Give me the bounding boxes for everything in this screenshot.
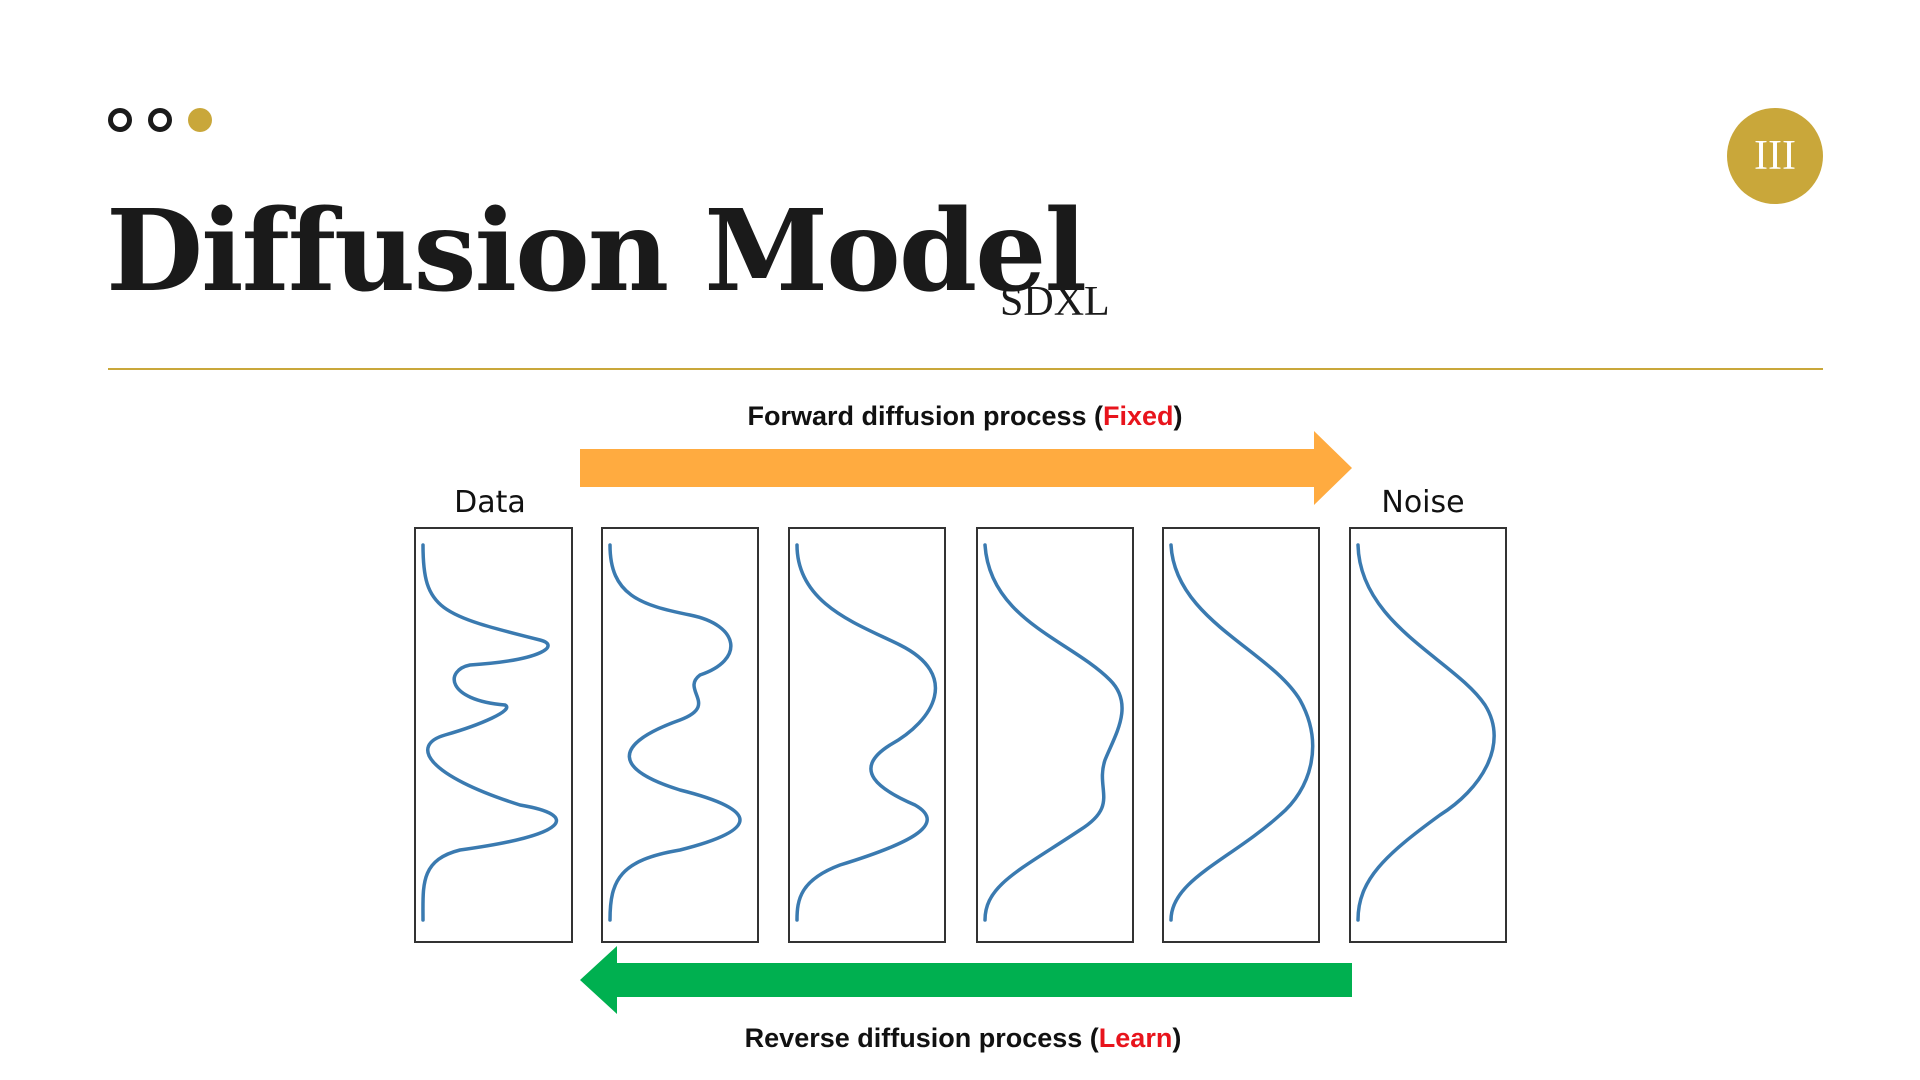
distribution-curve (421, 543, 558, 922)
reverse-process-label: Reverse diffusion process (Learn) (745, 1023, 1182, 1053)
panel-frame (414, 527, 573, 943)
step-2-panel (601, 527, 759, 943)
distribution-curve (795, 543, 938, 922)
data-label: Data (454, 485, 526, 520)
progress-dot-3-active (188, 108, 212, 132)
section-number-badge: III (1727, 108, 1823, 204)
noise-label: Noise (1381, 485, 1464, 520)
progress-dot-2 (148, 108, 172, 132)
panel-frame (1349, 527, 1507, 943)
slide-progress-dots (108, 108, 212, 132)
panel-frame (601, 527, 759, 943)
panel-frame (976, 527, 1134, 943)
distribution-curve (1356, 543, 1496, 922)
step-3-panel (788, 527, 946, 943)
step-4-panel (976, 527, 1134, 943)
distribution-curve (1169, 543, 1315, 922)
step-6-panel (1349, 527, 1507, 943)
distribution-curve (608, 543, 742, 922)
section-number: III (1754, 133, 1796, 179)
page-title: Diffusion Model (106, 186, 1087, 317)
page-subtitle: SDXL (1000, 279, 1110, 325)
progress-dot-1 (108, 108, 132, 132)
forward-process-label: Forward diffusion process (Fixed) (747, 401, 1182, 431)
forward-arrow (580, 431, 1352, 505)
step-5-panel (1162, 527, 1320, 943)
reverse-arrow (580, 946, 1352, 1014)
title-divider (108, 368, 1823, 370)
step-1-panel (414, 527, 573, 943)
distribution-curve (983, 543, 1124, 922)
panel-frame (788, 527, 946, 943)
